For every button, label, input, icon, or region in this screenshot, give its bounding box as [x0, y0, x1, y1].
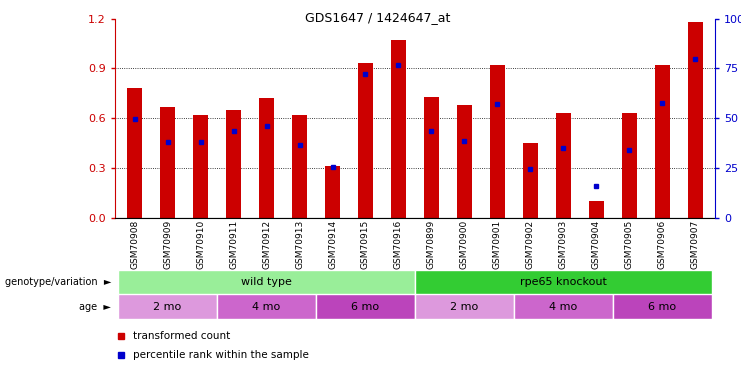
Bar — [556, 113, 571, 218]
Bar — [622, 113, 637, 218]
Text: GSM70908: GSM70908 — [130, 220, 139, 269]
Text: GSM70900: GSM70900 — [460, 220, 469, 269]
Bar — [688, 22, 702, 217]
Bar — [226, 110, 241, 218]
Text: GSM70912: GSM70912 — [262, 220, 271, 269]
Text: genotype/variation  ►: genotype/variation ► — [4, 277, 111, 287]
Bar — [424, 97, 439, 218]
Bar — [316, 294, 415, 319]
Text: GSM70903: GSM70903 — [559, 220, 568, 269]
Text: transformed count: transformed count — [133, 331, 230, 341]
Text: GSM70911: GSM70911 — [229, 220, 238, 269]
Text: wild type: wild type — [241, 277, 292, 287]
Text: 4 mo: 4 mo — [549, 302, 577, 312]
Bar — [217, 294, 316, 319]
Text: age  ►: age ► — [79, 302, 111, 312]
Text: GDS1647 / 1424647_at: GDS1647 / 1424647_at — [305, 11, 451, 24]
Bar — [457, 105, 472, 218]
Bar — [118, 270, 415, 294]
Bar — [325, 166, 340, 218]
Text: GSM70910: GSM70910 — [196, 220, 205, 269]
Text: 6 mo: 6 mo — [648, 302, 677, 312]
Bar — [655, 65, 670, 218]
Bar — [490, 65, 505, 218]
Text: 2 mo: 2 mo — [153, 302, 182, 312]
Text: GSM70909: GSM70909 — [163, 220, 172, 269]
Bar — [391, 40, 406, 218]
Text: GSM70907: GSM70907 — [691, 220, 700, 269]
Bar — [358, 63, 373, 217]
Bar — [523, 143, 538, 218]
Text: percentile rank within the sample: percentile rank within the sample — [133, 350, 309, 360]
Text: GSM70906: GSM70906 — [658, 220, 667, 269]
Bar — [589, 201, 604, 217]
Bar — [514, 294, 613, 319]
Bar — [160, 106, 175, 218]
Text: GSM70915: GSM70915 — [361, 220, 370, 269]
Text: GSM70901: GSM70901 — [493, 220, 502, 269]
Bar — [259, 98, 274, 218]
Text: GSM70916: GSM70916 — [394, 220, 403, 269]
Text: 2 mo: 2 mo — [451, 302, 479, 312]
Text: 4 mo: 4 mo — [253, 302, 281, 312]
Bar — [415, 270, 712, 294]
Text: 6 mo: 6 mo — [351, 302, 379, 312]
Text: GSM70904: GSM70904 — [592, 220, 601, 269]
Text: GSM70902: GSM70902 — [526, 220, 535, 269]
Bar — [193, 115, 208, 218]
Text: rpe65 knockout: rpe65 knockout — [520, 277, 607, 287]
Bar — [118, 294, 217, 319]
Text: GSM70913: GSM70913 — [295, 220, 304, 269]
Bar — [292, 115, 307, 218]
Bar — [613, 294, 712, 319]
Bar — [415, 294, 514, 319]
Text: GSM70914: GSM70914 — [328, 220, 337, 269]
Bar — [127, 88, 142, 218]
Text: GSM70899: GSM70899 — [427, 220, 436, 269]
Text: GSM70905: GSM70905 — [625, 220, 634, 269]
